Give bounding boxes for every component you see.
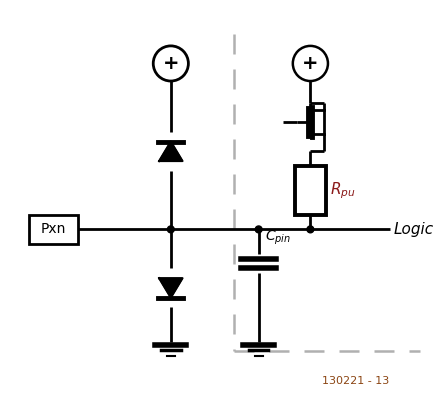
Text: +: + xyxy=(302,54,319,73)
Polygon shape xyxy=(159,142,183,161)
Text: 130221 - 13: 130221 - 13 xyxy=(322,376,389,386)
Circle shape xyxy=(255,226,262,233)
Text: Pxn: Pxn xyxy=(41,222,66,236)
Bar xyxy=(295,166,326,215)
Text: $R_{pu}$: $R_{pu}$ xyxy=(330,180,356,201)
Text: $C_{pin}$: $C_{pin}$ xyxy=(265,229,292,247)
Bar xyxy=(29,215,78,244)
Text: +: + xyxy=(162,54,179,73)
Text: Logic: Logic xyxy=(393,222,433,237)
Circle shape xyxy=(153,46,188,81)
Circle shape xyxy=(307,226,314,233)
Polygon shape xyxy=(159,278,183,298)
Circle shape xyxy=(293,46,328,81)
Circle shape xyxy=(167,226,174,233)
